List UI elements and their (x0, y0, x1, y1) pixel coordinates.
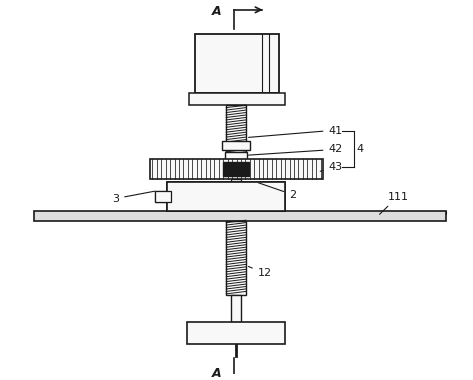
Bar (34, 211, 447, 221)
Text: 111: 111 (379, 192, 408, 214)
Bar (156, 191, 171, 203)
Bar (149, 159, 323, 179)
Bar (167, 182, 285, 211)
Bar (222, 141, 250, 150)
Bar (231, 295, 241, 322)
Bar (189, 93, 285, 105)
Text: A: A (211, 367, 221, 380)
Bar (226, 221, 246, 295)
Bar (195, 35, 279, 93)
Bar (187, 322, 285, 344)
Bar (226, 105, 246, 160)
Text: 3: 3 (112, 191, 155, 204)
Bar (34, 211, 447, 214)
Text: 42: 42 (249, 144, 342, 155)
Text: 2: 2 (258, 183, 296, 200)
Bar (167, 182, 285, 211)
Text: 43: 43 (320, 162, 342, 172)
Bar (156, 191, 171, 203)
Bar (231, 179, 241, 206)
Text: 4: 4 (357, 144, 364, 154)
Text: 41: 41 (249, 126, 342, 138)
Text: 12: 12 (248, 266, 272, 278)
Bar (225, 152, 247, 160)
Bar (223, 162, 249, 176)
Text: A: A (211, 5, 221, 18)
